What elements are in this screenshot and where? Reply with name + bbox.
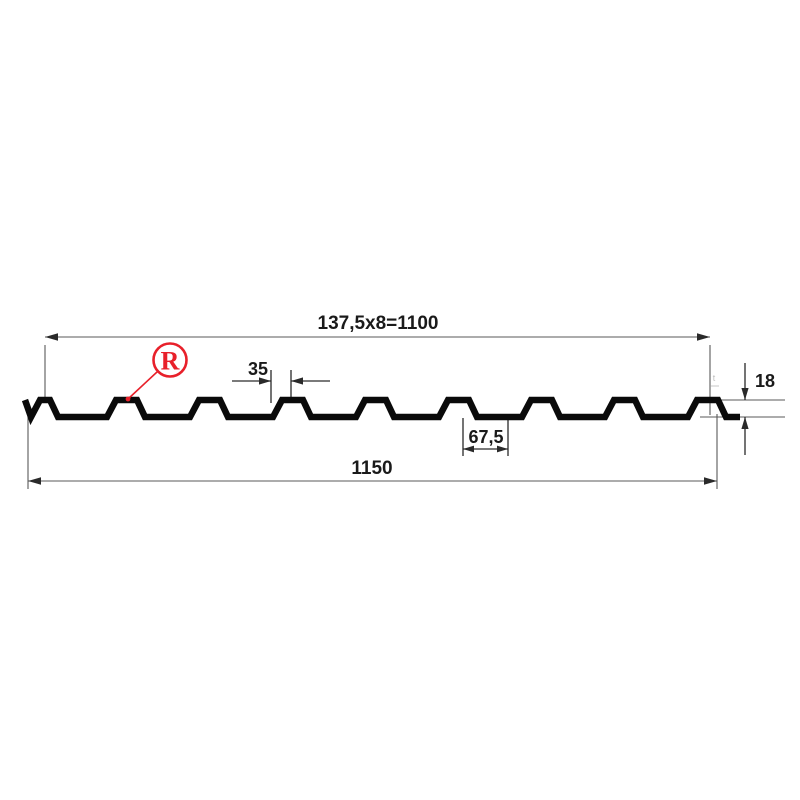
rib-height-dimension-group: 18	[700, 363, 785, 455]
registered-mark-leader-line	[127, 371, 158, 400]
crown-dim-right-arrowhead	[291, 377, 303, 385]
bottom-dim-left-arrowhead	[28, 477, 41, 485]
overall-width-dimension-group: 1150	[27, 410, 718, 489]
height-dim-top-arrowhead	[741, 388, 749, 400]
valley-dim-label: 67,5	[468, 427, 503, 447]
registered-mark-letter: R	[161, 347, 180, 376]
bottom-dim-label: 1150	[351, 458, 392, 479]
registered-mark-leader-dot	[125, 396, 131, 402]
top-dim-right-arrowhead	[697, 333, 710, 341]
registered-mark-circle	[152, 342, 188, 378]
valley-dim-left-arrowhead	[463, 445, 474, 453]
crown-dim-label: 35	[248, 359, 268, 379]
height-dim-bottom-arrowhead	[741, 417, 749, 429]
registered-trademark-group[interactable]: R	[125, 342, 188, 402]
valley-width-dimension-group: 67,5	[462, 418, 509, 456]
top-dim-label: 137,5x8=1100	[318, 313, 439, 334]
bottom-dim-right-arrowhead	[704, 477, 717, 485]
thickness-note-label: t	[713, 373, 716, 383]
sheet-profile-outline	[21, 396, 740, 426]
crown-dim-left-arrowhead	[259, 377, 271, 385]
top-dim-left-arrowhead	[45, 333, 58, 341]
valley-dim-right-arrowhead	[497, 445, 508, 453]
top-pitch-dimension-group: 137,5x8=1100	[44, 313, 711, 415]
thickness-note-group: t	[710, 373, 719, 387]
height-dim-label: 18	[755, 371, 775, 391]
